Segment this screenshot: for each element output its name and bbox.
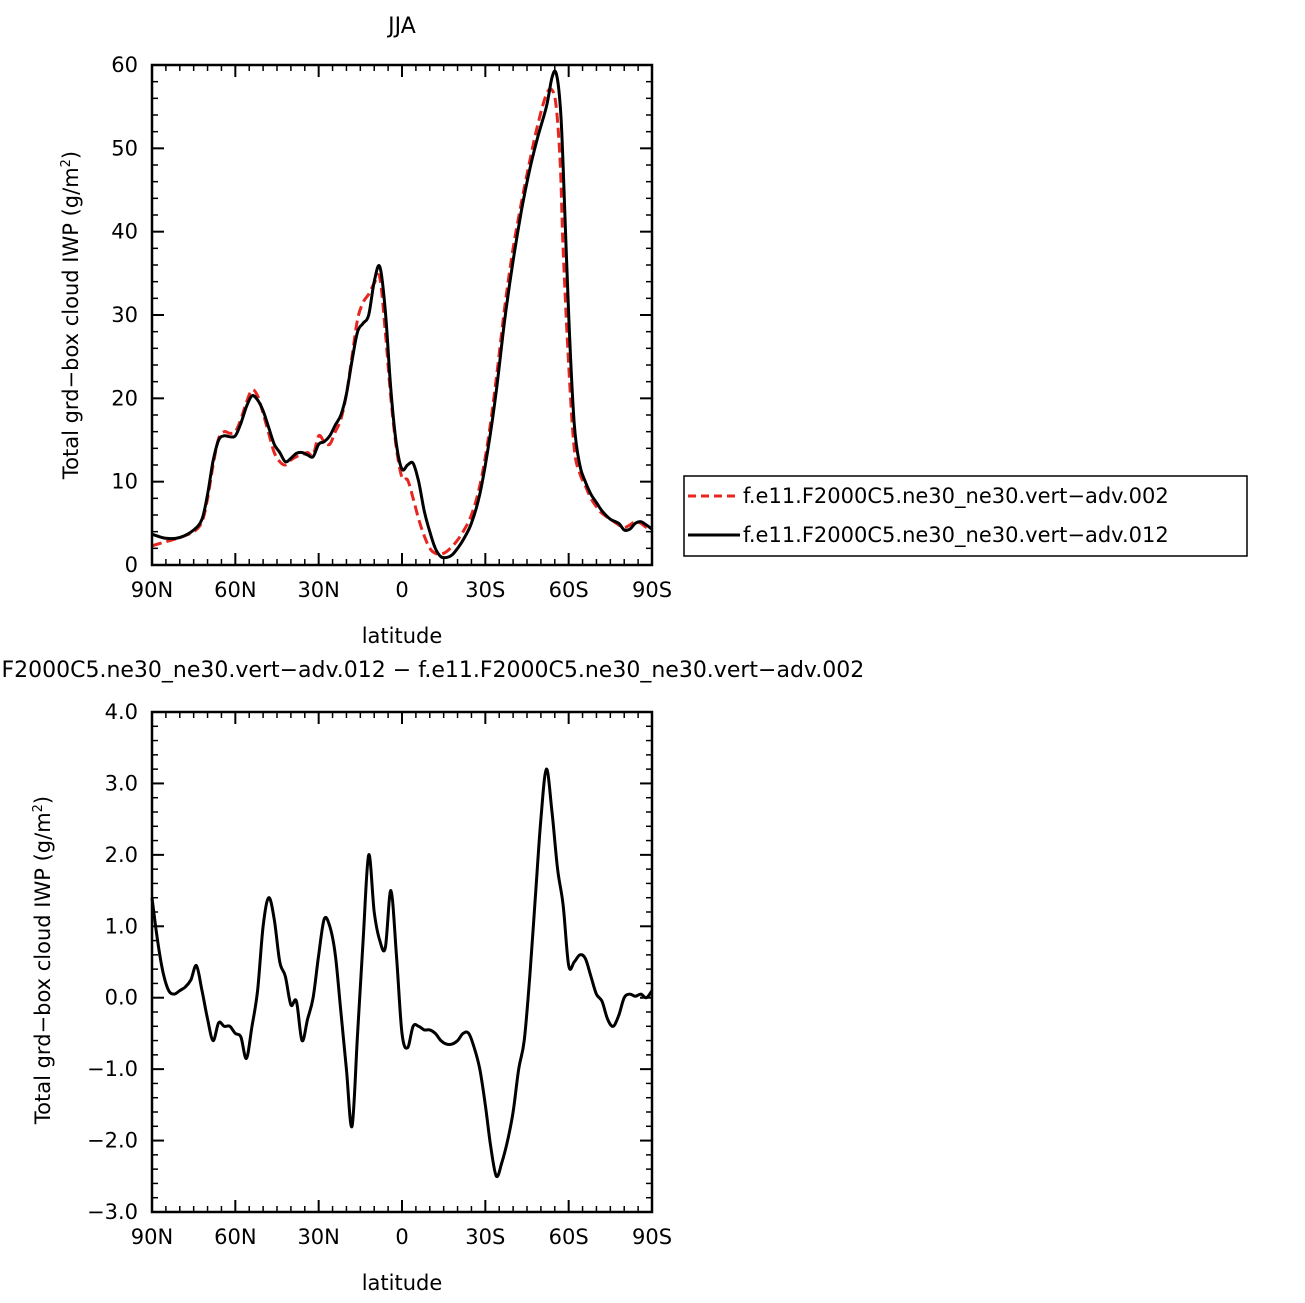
legend-label-series-2: f.e11.F2000C5.ne30_ne30.vert−adv.012 [743, 523, 1169, 548]
y-tick-label: 40 [111, 220, 138, 244]
top-y-tick-labels: 0 10 20 30 40 50 60 [111, 53, 138, 577]
top-chart-title: JJA [386, 14, 416, 39]
top-x-tick-labels: 90N 60N 30N 0 30S 60S 90S [131, 578, 672, 602]
top-axis-ticks [151, 64, 653, 566]
bottom-x-axis-label: latitude [362, 1271, 443, 1295]
y-tick-label: −2.0 [87, 1129, 138, 1153]
x-tick-label: 0 [395, 578, 408, 602]
x-tick-label: 90N [131, 1225, 173, 1249]
bottom-series-lines [150, 767, 654, 1179]
top-series-lines [151, 69, 653, 560]
top-y-axis-label: Total grd−box cloud IWP (g/m2) [59, 151, 83, 480]
x-tick-label: 0 [395, 1225, 408, 1249]
y-tick-label: 1.0 [105, 914, 138, 938]
top-plot-frame [150, 63, 654, 567]
panel-bottom-chart: f.e11.F2000C5.ne30_ne30.vert−adv.012 − f… [0, 658, 864, 1295]
bottom-y-axis-label: Total grd−box cloud IWP (g/m2) [31, 796, 55, 1125]
y-tick-label: 10 [111, 470, 138, 494]
top-y-axis-label-superscript: 2 [59, 159, 74, 167]
x-tick-label: 60S [549, 1225, 589, 1249]
x-tick-label: 30N [297, 1225, 339, 1249]
top-y-axis-label-close: ) [59, 151, 83, 159]
y-tick-label: 60 [111, 53, 138, 77]
x-tick-label: 60S [549, 578, 589, 602]
bottom-y-axis-label-close: ) [31, 796, 55, 804]
x-tick-label: 90S [632, 578, 672, 602]
x-tick-label: 30S [465, 1225, 505, 1249]
x-tick-label: 30N [297, 578, 339, 602]
y-tick-label: 0.0 [105, 986, 138, 1010]
bottom-y-tick-labels: −3.0 −2.0 −1.0 0.0 1.0 2.0 3.0 4.0 [87, 700, 138, 1224]
bottom-plot-frame [150, 710, 654, 1214]
top-y-axis-label-text: Total grd−box cloud IWP (g/m [59, 167, 83, 480]
bottom-y-axis-label-text: Total grd−box cloud IWP (g/m [31, 812, 55, 1125]
x-tick-label: 90N [131, 578, 173, 602]
x-tick-label: 30S [465, 578, 505, 602]
y-tick-label: 4.0 [105, 700, 138, 724]
legend-box [683, 475, 1248, 557]
y-tick-label: −3.0 [87, 1200, 138, 1224]
bottom-x-tick-labels: 90N 60N 30N 0 30S 60S 90S [131, 1225, 672, 1249]
y-tick-label: 3.0 [105, 771, 138, 795]
x-tick-label: 60N [214, 1225, 256, 1249]
x-tick-label: 60N [214, 578, 256, 602]
x-tick-label: 90S [632, 1225, 672, 1249]
y-tick-label: 2.0 [105, 843, 138, 867]
legend: f.e11.F2000C5.ne30_ne30.vert−adv.002 f.e… [683, 475, 1248, 557]
top-x-axis-label: latitude [362, 624, 443, 648]
series-line-1 [150, 767, 654, 1179]
y-tick-label: 0 [125, 553, 138, 577]
bottom-axis-ticks [151, 711, 653, 1213]
y-tick-label: 20 [111, 386, 138, 410]
y-tick-label: 30 [111, 303, 138, 327]
bottom-chart-title: f.e11.F2000C5.ne30_ne30.vert−adv.012 − f… [0, 658, 864, 683]
legend-label-series-1: f.e11.F2000C5.ne30_ne30.vert−adv.002 [743, 484, 1169, 509]
y-tick-label: −1.0 [87, 1057, 138, 1081]
panel-top-chart: JJA 0 10 20 30 40 50 60 90N 60N 30N 0 30S 60S 90S la… [59, 14, 672, 648]
series-line-1 [151, 87, 653, 556]
bottom-y-axis-label-superscript: 2 [31, 804, 46, 812]
series-line-2 [151, 69, 653, 560]
y-tick-label: 50 [111, 136, 138, 160]
